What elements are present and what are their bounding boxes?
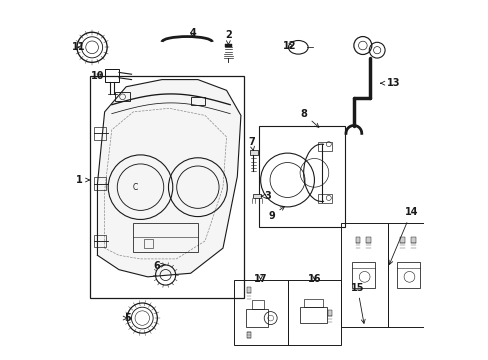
Text: 15: 15 xyxy=(350,283,365,323)
Bar xyxy=(387,223,430,327)
Text: 3: 3 xyxy=(261,191,271,201)
Bar xyxy=(94,177,106,190)
Bar xyxy=(317,194,332,203)
Text: 11: 11 xyxy=(72,42,85,52)
Text: 14: 14 xyxy=(388,207,417,265)
Bar xyxy=(355,237,359,243)
Bar xyxy=(341,223,387,327)
Text: 8: 8 xyxy=(300,109,318,127)
Text: 10: 10 xyxy=(91,71,104,81)
Text: 9: 9 xyxy=(267,206,284,221)
Bar xyxy=(303,300,323,307)
Text: 2: 2 xyxy=(224,30,231,45)
Text: 12: 12 xyxy=(282,41,295,50)
Bar xyxy=(94,127,106,140)
Text: 6: 6 xyxy=(153,261,165,271)
Text: 7: 7 xyxy=(248,138,255,150)
Bar xyxy=(246,287,251,293)
Bar xyxy=(133,223,198,252)
Bar xyxy=(351,262,375,288)
Bar xyxy=(252,194,261,198)
Bar xyxy=(251,300,264,309)
Bar xyxy=(249,149,257,155)
Bar xyxy=(400,237,404,243)
Bar xyxy=(94,234,106,247)
Bar xyxy=(246,332,251,338)
Bar xyxy=(300,307,326,323)
Bar xyxy=(317,142,332,151)
Polygon shape xyxy=(97,80,241,277)
Bar xyxy=(105,69,119,82)
Bar xyxy=(190,97,204,105)
Bar xyxy=(233,280,287,345)
Text: 16: 16 xyxy=(307,274,321,284)
Text: 5: 5 xyxy=(123,313,131,323)
Bar xyxy=(366,237,370,243)
Bar xyxy=(396,262,419,288)
Bar xyxy=(246,309,267,327)
Text: 17: 17 xyxy=(253,274,267,284)
Bar xyxy=(90,76,244,298)
Bar xyxy=(327,310,332,316)
Bar xyxy=(410,237,415,243)
Bar xyxy=(258,126,344,226)
Bar xyxy=(144,239,153,248)
Bar xyxy=(115,92,129,101)
Text: 1: 1 xyxy=(76,175,89,185)
Text: 13: 13 xyxy=(380,78,399,88)
Bar xyxy=(287,280,341,345)
Bar xyxy=(224,44,231,47)
Text: C: C xyxy=(132,183,138,192)
Text: 4: 4 xyxy=(189,28,196,38)
